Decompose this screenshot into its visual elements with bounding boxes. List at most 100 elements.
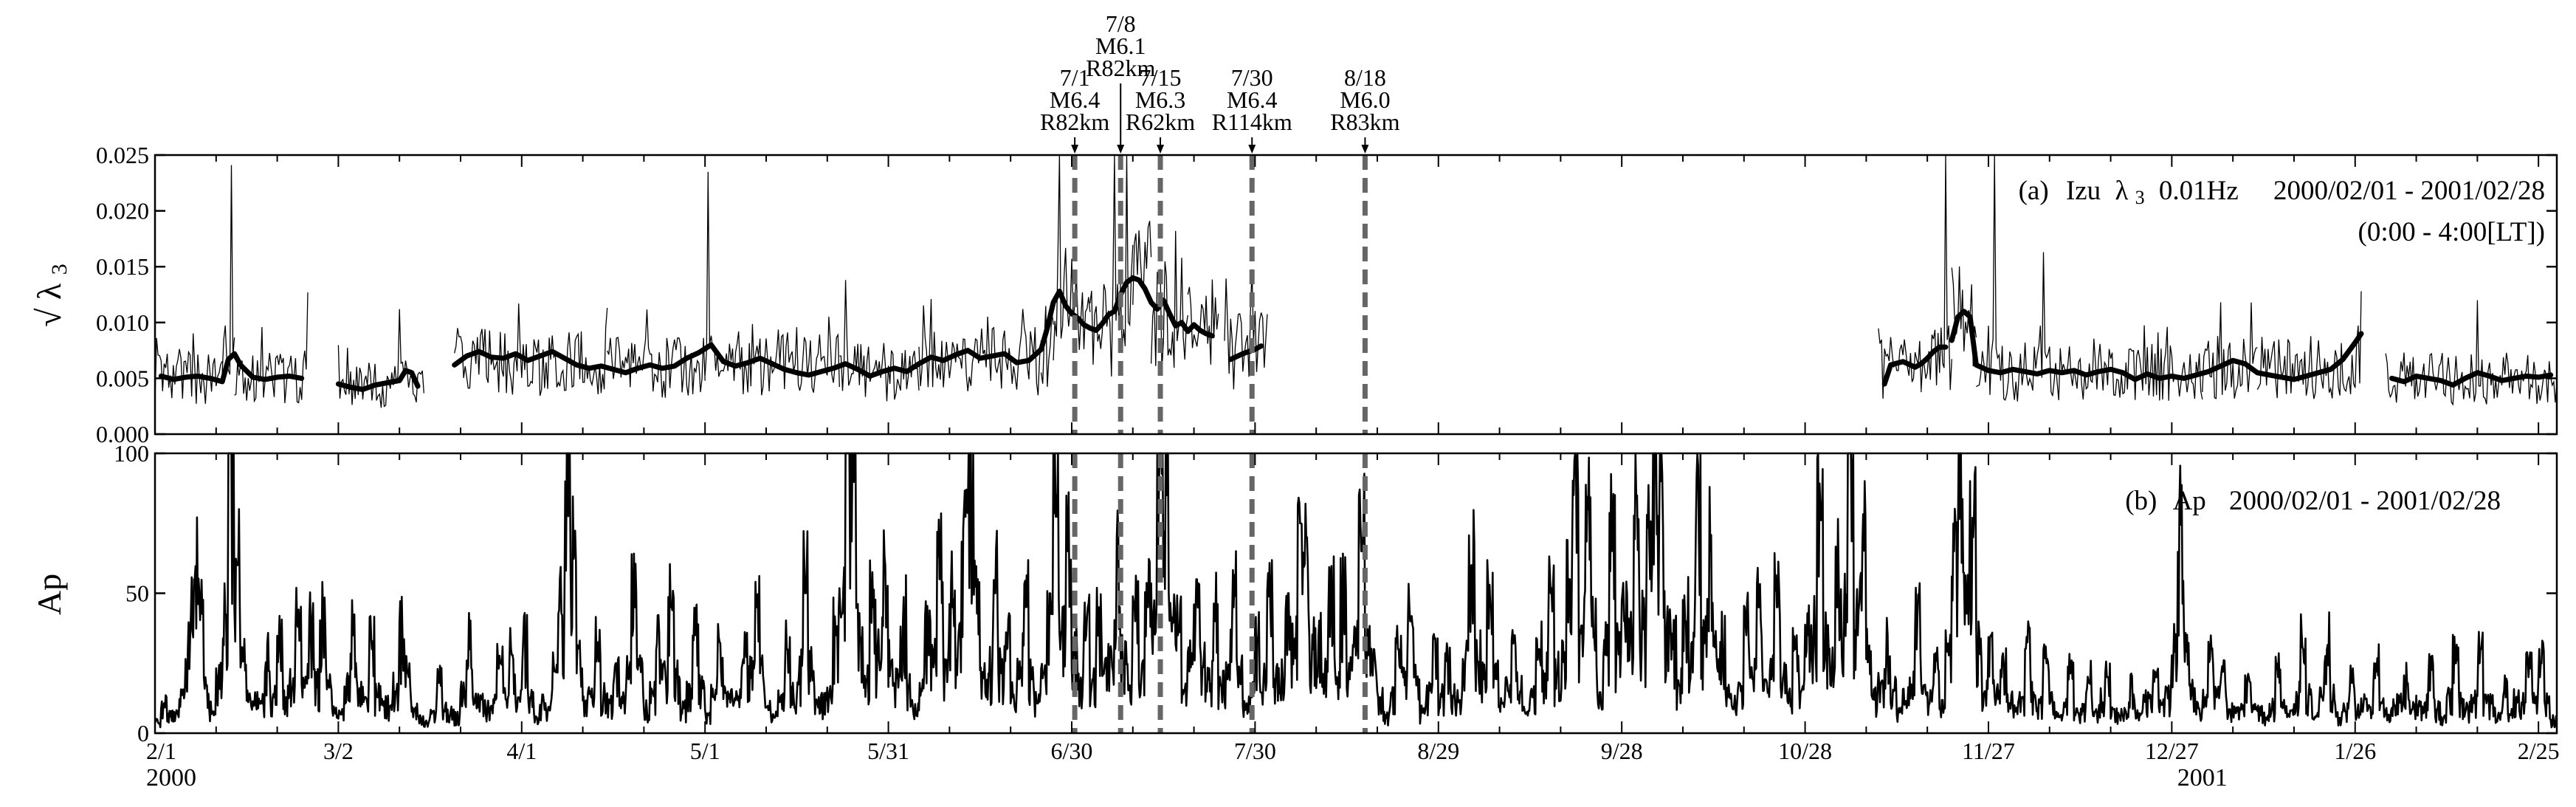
sqrt-symbol: √	[30, 308, 68, 327]
panel-a-y-ticks: 0.000 0.005 0.010 0.015 0.020 0.025	[96, 142, 2557, 447]
event-label-2: 7/15 M6.3 R62km	[1126, 64, 1195, 135]
smooth-segment-0	[158, 351, 305, 385]
smooth-segment-5	[1949, 309, 2364, 382]
event-label-line: M6.4	[1050, 86, 1100, 113]
x-tick-label: 8/29	[1417, 738, 1459, 764]
x-year-label: 2000	[146, 764, 196, 791]
event-label-3: 7/30 M6.4 R114km	[1212, 64, 1292, 135]
raw-segment-23	[2256, 291, 2362, 399]
panel-a-ylabel-symbol: λ	[30, 283, 68, 300]
event-label-line: 7/1	[1060, 64, 1090, 91]
event-label-line: 8/18	[1344, 64, 1386, 91]
x-tick-label: 10/28	[1778, 738, 1832, 764]
smooth-segment-1	[335, 368, 421, 392]
smooth-segment-4	[1881, 344, 1949, 387]
x-tick-label: 2/25	[2518, 738, 2560, 764]
ap-line	[154, 452, 2558, 729]
panel-a-x-ticks	[154, 155, 2540, 434]
panel-b-frame	[154, 452, 2558, 735]
x-tick-label: 11/27	[1962, 738, 2015, 764]
panel-b-event-lines	[1072, 453, 1368, 733]
panel-a-time-window: (0:00 - 4:00[LT])	[2358, 217, 2545, 247]
event-label-line: M6.3	[1135, 86, 1185, 113]
a-ytick-label: 0.005	[96, 365, 149, 391]
panel-a-y-axis-label: √ λ 3	[30, 264, 72, 327]
x-tick-label: 6/30	[1051, 738, 1093, 764]
raw-segment-9	[1040, 306, 1054, 387]
event-arrow-head-2	[1157, 145, 1165, 154]
panel-b-title: (b) Ap 2000/02/01 - 2001/02/28	[2125, 486, 2501, 516]
x-tick-label: 4/1	[506, 738, 537, 764]
smooth-segment-2	[452, 275, 1215, 379]
panel-a-symbol-subscript: 3	[2135, 187, 2145, 208]
x-tick-label: 5/1	[690, 738, 720, 764]
raw-segment-20	[1976, 154, 2062, 402]
raw-segment-1	[221, 165, 235, 375]
b-ytick-label: 100	[114, 440, 149, 467]
panel-b-name: Ap	[2173, 486, 2206, 516]
raw-segment-7	[839, 280, 920, 402]
x-tick-label: 2/1	[146, 738, 176, 764]
panel-a-frame	[154, 154, 2558, 436]
event-label-line: 7/15	[1140, 64, 1182, 91]
a-ytick-label: 0.000	[96, 421, 149, 447]
panel-b-ap-series	[154, 452, 2558, 729]
event-label-1: 7/8 M6.1 R82km	[1086, 10, 1155, 81]
event-label-line: 7/30	[1231, 64, 1273, 91]
event-arrow-head-4	[1361, 145, 1369, 154]
a-ytick-label: 0.020	[96, 198, 149, 224]
a-ytick-label: 0.010	[96, 309, 149, 336]
raw-segment-16	[1224, 269, 1268, 390]
raw-segment-18	[1921, 154, 1952, 391]
event-label-4: 8/18 M6.0 R83km	[1330, 64, 1399, 135]
panel-a-ylabel-subscript: 3	[47, 264, 72, 275]
event-label-line: 7/8	[1106, 10, 1136, 37]
panel-a-symbol: λ	[2115, 176, 2128, 206]
event-label-line: R114km	[1212, 109, 1292, 135]
x-tick-label: 5/31	[867, 738, 909, 764]
raw-segment-8	[918, 298, 1042, 396]
panel-b-x-ticks	[154, 453, 2540, 733]
raw-segment-3	[337, 309, 424, 408]
a-ytick-label: 0.025	[96, 142, 149, 168]
raw-segment-22	[2202, 302, 2258, 399]
panel-b-y-axis-label: Ap	[30, 574, 68, 615]
raw-segment-5	[607, 309, 706, 398]
raw-segment-24	[2385, 300, 2558, 406]
event-label-line: R82km	[1086, 55, 1155, 81]
event-label-line: M6.1	[1095, 32, 1146, 59]
x-axis-labels: 2/1 3/2 4/1 5/1 5/31 6/30 7/30 8/29 9/28 10/28 11/…	[146, 738, 2560, 791]
panel-b-ap-index: 0 50 100 (b) Ap 2000/02/01 - 2001/02/28 Ap	[30, 440, 2558, 746]
event-label-line: M6.4	[1227, 86, 1277, 113]
x-tick-label: 1/26	[2334, 738, 2376, 764]
smooth-segment-6	[2389, 370, 2554, 388]
event-arrow-head-3	[1248, 145, 1256, 154]
event-arrow-head-0	[1071, 145, 1079, 154]
event-label-line: R82km	[1040, 109, 1109, 135]
x-tick-label: 12/27	[2145, 738, 2199, 764]
x-tick-label: 3/2	[323, 738, 354, 764]
panel-a-date-range: 2000/02/01 - 2001/02/28	[2273, 176, 2545, 206]
smooth-segment-3	[1227, 343, 1264, 363]
raw-segment-2	[234, 292, 309, 404]
panel-a-smoothed-series	[158, 275, 2554, 392]
raw-segment-17	[1878, 328, 1922, 399]
x-year-label: 2001	[2177, 764, 2228, 791]
panel-a-station: Izu	[2066, 176, 2101, 206]
x-tick-label: 7/30	[1234, 738, 1276, 764]
raw-segment-14	[1150, 230, 1188, 370]
panel-a-title: (a) Izu λ 3 0.01Hz 2000/02/01 - 2001/02/…	[2019, 176, 2545, 210]
a-ytick-label: 0.015	[96, 253, 149, 280]
b-ytick-label: 0	[137, 720, 149, 746]
panel-a-frequency: 0.01Hz	[2159, 176, 2239, 206]
event-label-line: M6.0	[1340, 86, 1390, 113]
raw-segment-4	[454, 303, 608, 396]
event-label-line: R62km	[1126, 109, 1195, 135]
raw-segment-0	[154, 333, 223, 404]
event-arrow-head-1	[1117, 145, 1125, 154]
event-label-line: R83km	[1330, 109, 1399, 135]
x-tick-label: 9/28	[1601, 738, 1643, 764]
